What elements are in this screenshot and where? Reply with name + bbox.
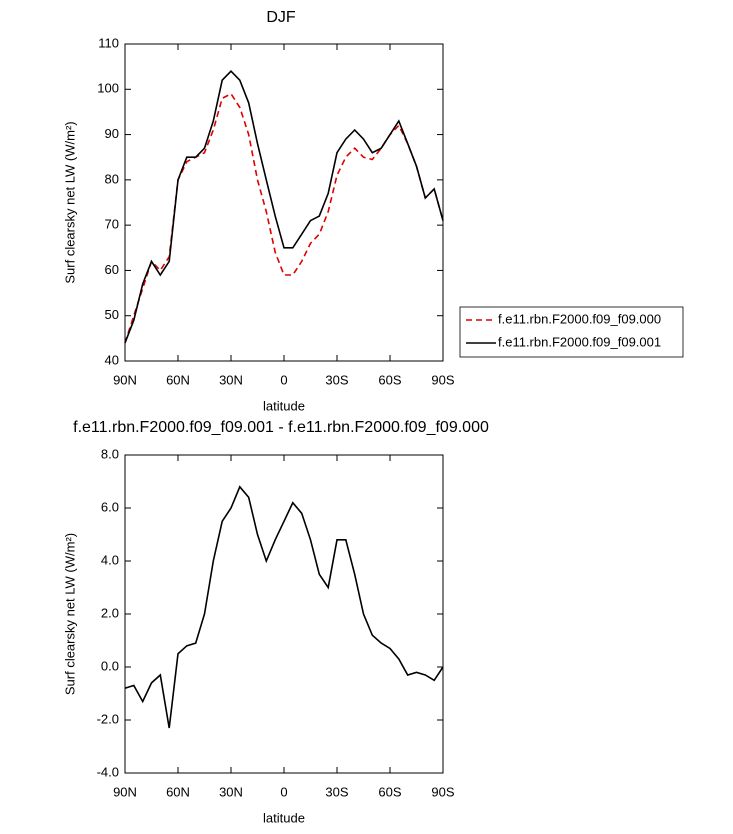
- x-tick-label: 60N: [166, 372, 190, 387]
- x-tick-label: 60S: [378, 784, 401, 799]
- y-tick-label: 90: [105, 126, 119, 141]
- y-tick-label: 6.0: [101, 499, 119, 514]
- y-tick-label: 80: [105, 171, 119, 186]
- y-tick-label: 4.0: [101, 552, 119, 567]
- y-tick-label: 70: [105, 217, 119, 232]
- legend-label: f.e11.rbn.F2000.f09_f09.000: [498, 311, 661, 326]
- legend-box: [459, 306, 684, 358]
- x-tick-label: 60N: [166, 784, 190, 799]
- y-tick-label: 60: [105, 262, 119, 277]
- data-line: [124, 70, 444, 344]
- y-tick-label: 110: [98, 35, 119, 50]
- legend-label: f.e11.rbn.F2000.f09_f09.001: [498, 334, 661, 349]
- y-tick-label: 40: [105, 352, 119, 367]
- data-line: [124, 485, 444, 729]
- x-axis-label: latitude: [263, 398, 305, 413]
- x-tick-label: 30S: [325, 784, 348, 799]
- data-line: [124, 92, 444, 344]
- x-tick-label: 30S: [325, 372, 348, 387]
- x-tick-label: 90N: [113, 784, 137, 799]
- x-tick-label: 30N: [219, 784, 243, 799]
- y-axis-label: Surf clearsky net LW (W/m²): [62, 533, 77, 695]
- x-tick-label: 90S: [431, 784, 454, 799]
- y-tick-label: 2.0: [101, 605, 119, 620]
- x-tick-label: 90N: [113, 372, 137, 387]
- x-axis-label: latitude: [263, 810, 305, 825]
- chart-title: f.e11.rbn.F2000.f09_f09.001 - f.e11.rbn.…: [73, 419, 489, 436]
- y-tick-label: 100: [97, 81, 119, 96]
- y-tick-label: 0.0: [101, 658, 119, 673]
- y-tick-label: -4.0: [97, 764, 119, 779]
- x-tick-label: 30N: [219, 372, 243, 387]
- x-tick-label: 0: [280, 784, 287, 799]
- plot-frame: [124, 43, 444, 362]
- chart-title: DJF: [266, 9, 296, 26]
- x-tick-label: 60S: [378, 372, 401, 387]
- x-tick-label: 0: [280, 372, 287, 387]
- y-axis-label: Surf clearsky net LW (W/m²): [62, 121, 77, 283]
- y-tick-label: 8.0: [101, 446, 119, 461]
- y-tick-label: 50: [105, 307, 119, 322]
- x-tick-label: 90S: [431, 372, 454, 387]
- y-tick-label: -2.0: [97, 711, 119, 726]
- plot-frame: [124, 454, 444, 774]
